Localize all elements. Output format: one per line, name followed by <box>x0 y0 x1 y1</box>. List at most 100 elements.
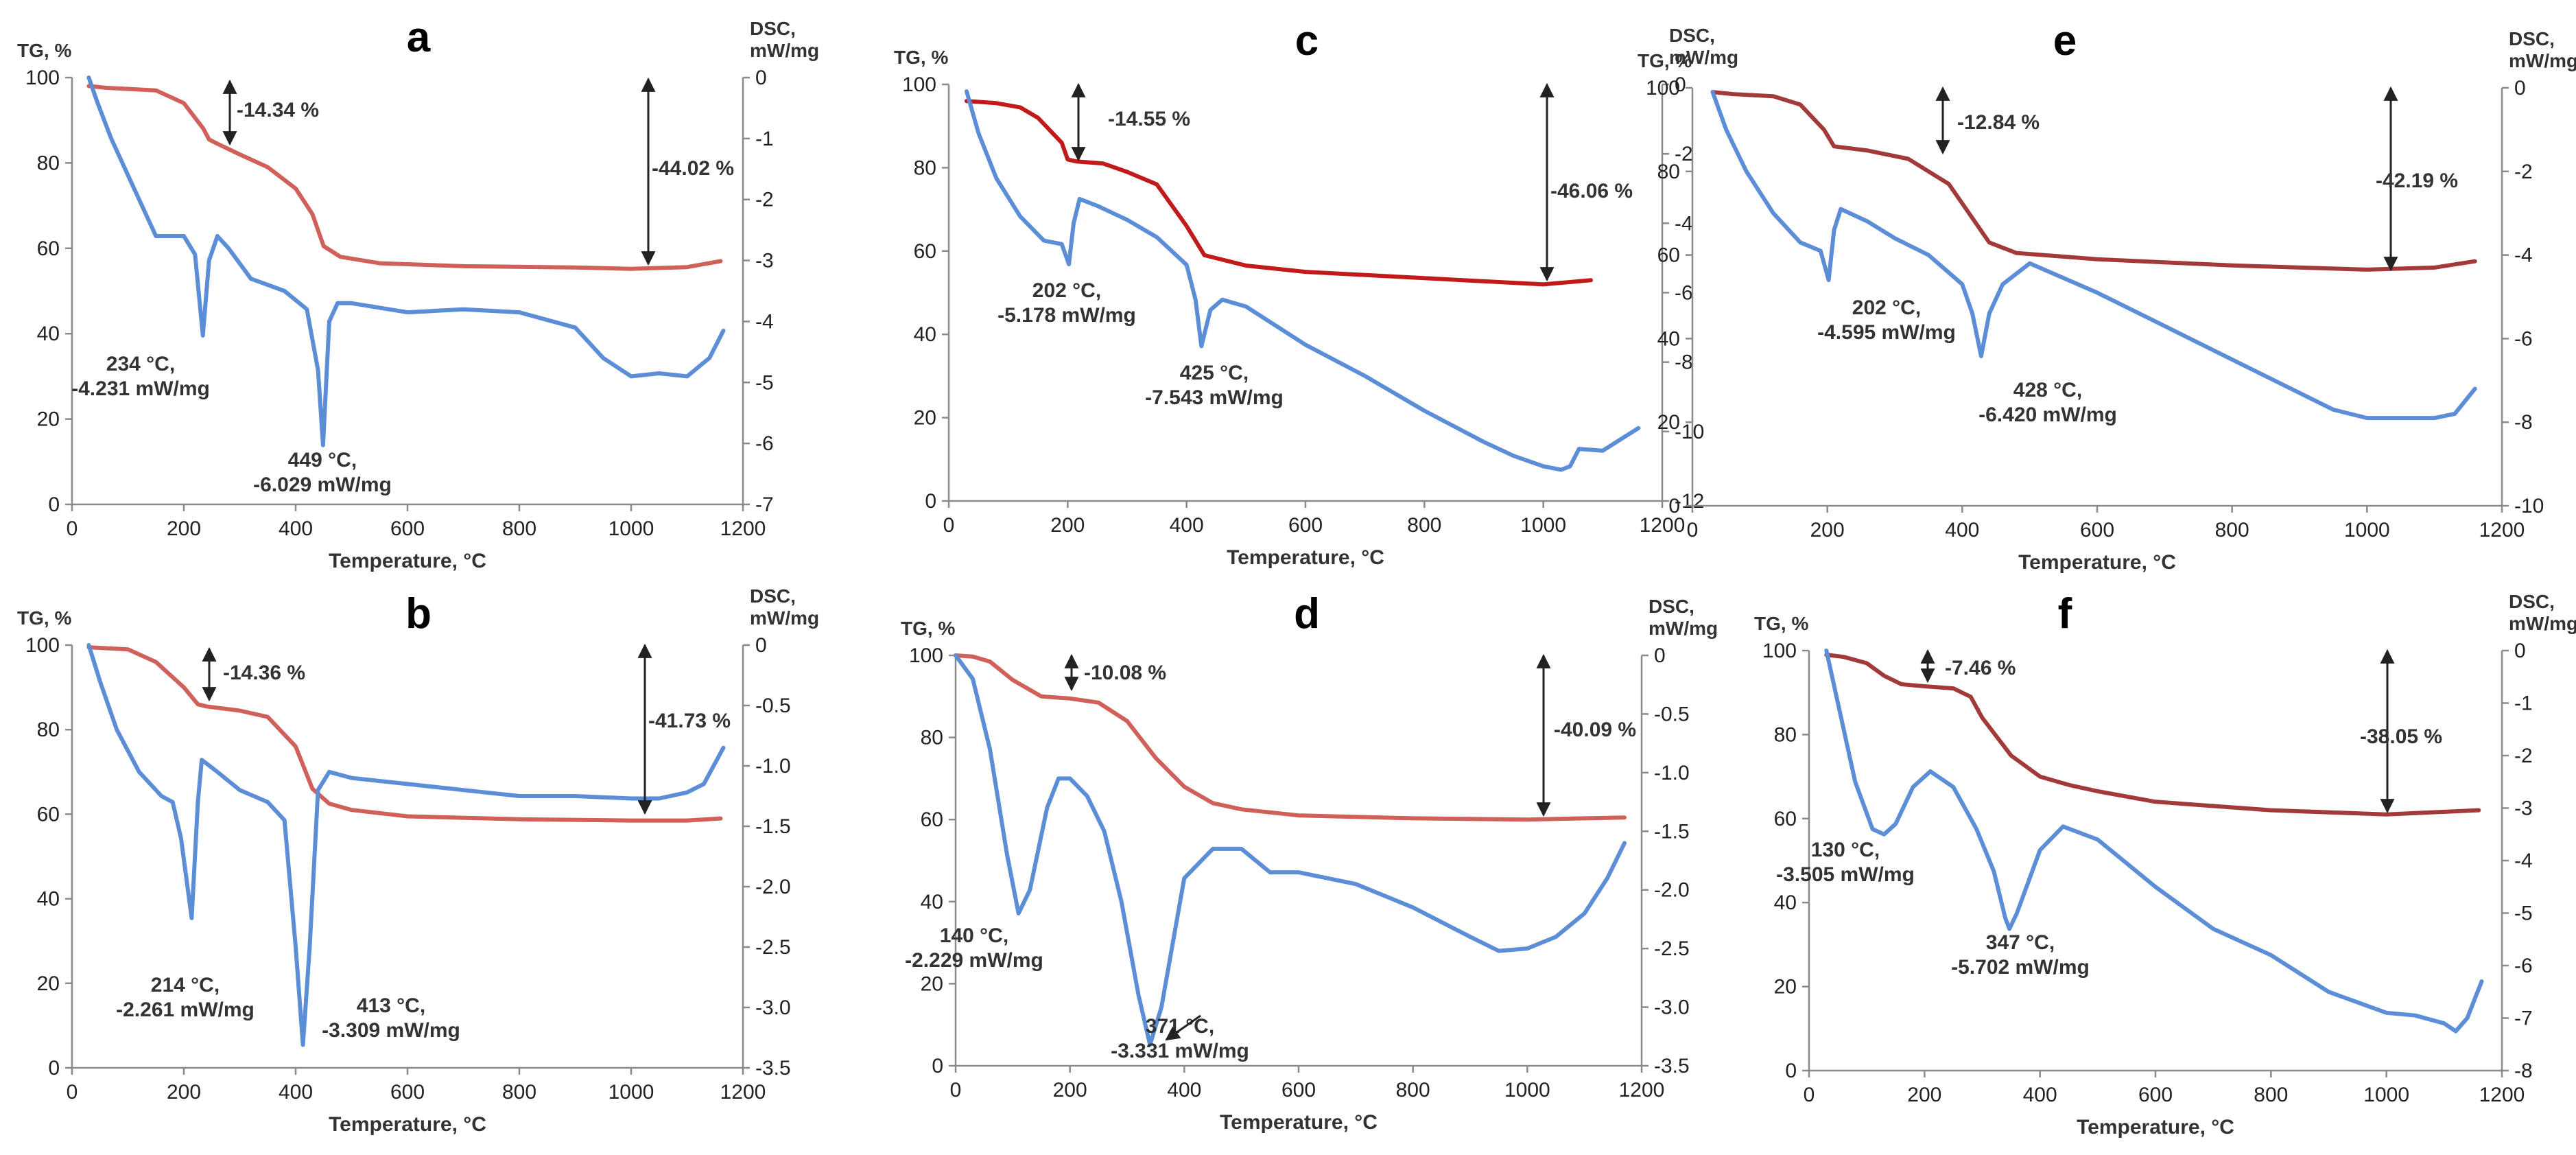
annotation-2-line-1: -40.09 % <box>1554 719 1636 741</box>
left-y-tick-label: 40 <box>1657 327 1680 350</box>
left-y-tick-label: 60 <box>37 237 60 260</box>
right-y-tick-label: -0.5 <box>1654 703 1690 725</box>
annotation-4-line-2: -7.543 mW/mg <box>1145 386 1284 409</box>
left-y-tick-label: 20 <box>37 408 60 431</box>
annotation-3-line-1: 140 °C, <box>940 924 1008 947</box>
right-y-tick-label: -1.0 <box>755 755 791 778</box>
left-axis-label: TG, % <box>17 607 71 629</box>
dsc-curve <box>86 643 726 1047</box>
x-axis-label: Temperature, °C <box>1227 546 1384 569</box>
right-y-tick-label: -6 <box>2514 955 2533 977</box>
right-y-tick-label: -5 <box>755 371 774 394</box>
x-tick-label: 0 <box>67 1081 78 1104</box>
right-y-tick-label: -12 <box>1675 490 1704 513</box>
right-y-tick-label: 0 <box>755 634 767 657</box>
tg-curve <box>86 645 723 823</box>
left-y-tick-label: 100 <box>25 67 60 89</box>
panel-label-d: d <box>1294 590 1320 638</box>
annotation-2-line-1: -38.05 % <box>2360 725 2442 748</box>
x-tick-label: 200 <box>1907 1084 1941 1106</box>
right-axis-label-line1: DSC, <box>1649 596 1694 617</box>
right-y-tick-label: -4 <box>755 310 774 333</box>
dsc-curve <box>86 75 726 447</box>
x-tick-label: 200 <box>1810 519 1845 541</box>
left-y-tick-label: 40 <box>921 891 943 913</box>
tg-curve <box>954 653 1627 822</box>
right-y-tick-label: -7 <box>2514 1007 2533 1030</box>
x-tick-label: 1000 <box>1504 1079 1550 1101</box>
left-y-tick-label: 40 <box>1774 891 1797 914</box>
panel-label-c: c <box>1295 17 1319 65</box>
x-tick-label: 0 <box>67 517 78 540</box>
right-y-tick-label: -1.5 <box>755 815 791 838</box>
right-axis-label-line2: mW/mg <box>2509 613 2576 634</box>
x-tick-label: 1000 <box>1520 514 1566 537</box>
right-axis-label-line1: DSC, <box>1669 25 1715 46</box>
right-axis-label-line1: DSC, <box>2509 591 2555 612</box>
left-y-tick-label: 100 <box>1762 640 1797 662</box>
x-axis-label: Temperature, °C <box>329 550 486 572</box>
left-y-tick-label: 80 <box>37 152 60 174</box>
right-axis-label-line2: mW/mg <box>750 607 819 629</box>
annotation-4-line-2: -3.309 mW/mg <box>322 1019 460 1042</box>
right-y-tick-label: -1.5 <box>1654 820 1690 843</box>
dsc-curve <box>1824 649 2484 1034</box>
left-y-tick-label: 80 <box>914 156 936 179</box>
annotation-4-line-1: 347 °C, <box>1986 931 2055 954</box>
left-y-tick-label: 60 <box>921 808 943 831</box>
right-y-tick-label: -2 <box>2514 161 2533 183</box>
right-y-tick-label: -8 <box>1675 351 1693 374</box>
annotation-2-line-1: -46.06 % <box>1550 180 1633 202</box>
annotation-3-line-1: 130 °C, <box>1811 839 1880 861</box>
right-y-tick-label: -0.5 <box>755 695 791 717</box>
x-tick-label: 200 <box>1050 514 1085 537</box>
panel-label-e: e <box>2053 17 2077 65</box>
annotation-4-line-1: 428 °C, <box>2013 379 2082 401</box>
left-y-tick-label: 80 <box>1657 161 1680 183</box>
x-tick-label: 200 <box>1053 1079 1087 1101</box>
left-y-tick-label: 0 <box>48 493 60 516</box>
right-y-tick-label: -4 <box>2514 850 2533 872</box>
x-axis-label: Temperature, °C <box>1220 1111 1378 1134</box>
annotation-4-line-1: 371 °C, <box>1146 1015 1214 1038</box>
left-axis-label: TG, % <box>901 618 955 639</box>
right-y-tick-label: -3 <box>755 250 774 272</box>
annotation-4-line-1: 425 °C, <box>1180 362 1249 384</box>
x-tick-label: 600 <box>2138 1084 2173 1106</box>
right-y-tick-label: 0 <box>755 67 767 89</box>
left-y-tick-label: 60 <box>37 803 60 826</box>
x-tick-label: 800 <box>502 1081 536 1104</box>
right-y-tick-label: -7 <box>755 493 774 516</box>
x-tick-label: 200 <box>167 1081 201 1104</box>
left-y-tick-label: 20 <box>1774 976 1797 999</box>
x-tick-label: 0 <box>1687 519 1699 541</box>
right-y-tick-label: -1.0 <box>1654 762 1690 784</box>
x-tick-label: 600 <box>390 1081 425 1104</box>
right-y-tick-label: -3.0 <box>755 996 791 1019</box>
x-tick-label: 800 <box>2254 1084 2288 1106</box>
right-axis-label-line2: mW/mg <box>1669 47 1738 68</box>
annotation-4-line-2: -5.702 mW/mg <box>1951 956 2090 979</box>
right-y-tick-label: -6 <box>755 432 774 455</box>
annotation-3-line-2: -2.229 mW/mg <box>905 949 1043 972</box>
annotation-3-line-1: 234 °C, <box>106 353 175 375</box>
left-y-tick-label: 80 <box>921 727 943 749</box>
x-tick-label: 1200 <box>1619 1079 1665 1101</box>
right-y-tick-label: -10 <box>1675 421 1704 443</box>
dsc-curve <box>1710 90 2477 421</box>
left-y-tick-label: 0 <box>1668 495 1680 517</box>
annotation-1-line-1: -7.46 % <box>1945 657 2016 679</box>
dsc-curve <box>965 89 1641 472</box>
left-y-tick-label: 40 <box>914 323 936 346</box>
right-y-tick-label: -3.5 <box>1654 1055 1690 1077</box>
left-y-tick-label: 0 <box>48 1057 60 1080</box>
left-y-tick-label: 40 <box>37 323 60 345</box>
right-axis-label-line2: mW/mg <box>2509 50 2576 71</box>
x-tick-label: 1200 <box>2479 519 2525 541</box>
left-y-tick-label: 60 <box>914 240 936 263</box>
right-y-tick-label: -6 <box>2514 327 2533 350</box>
right-y-tick-label: 0 <box>1654 644 1666 667</box>
